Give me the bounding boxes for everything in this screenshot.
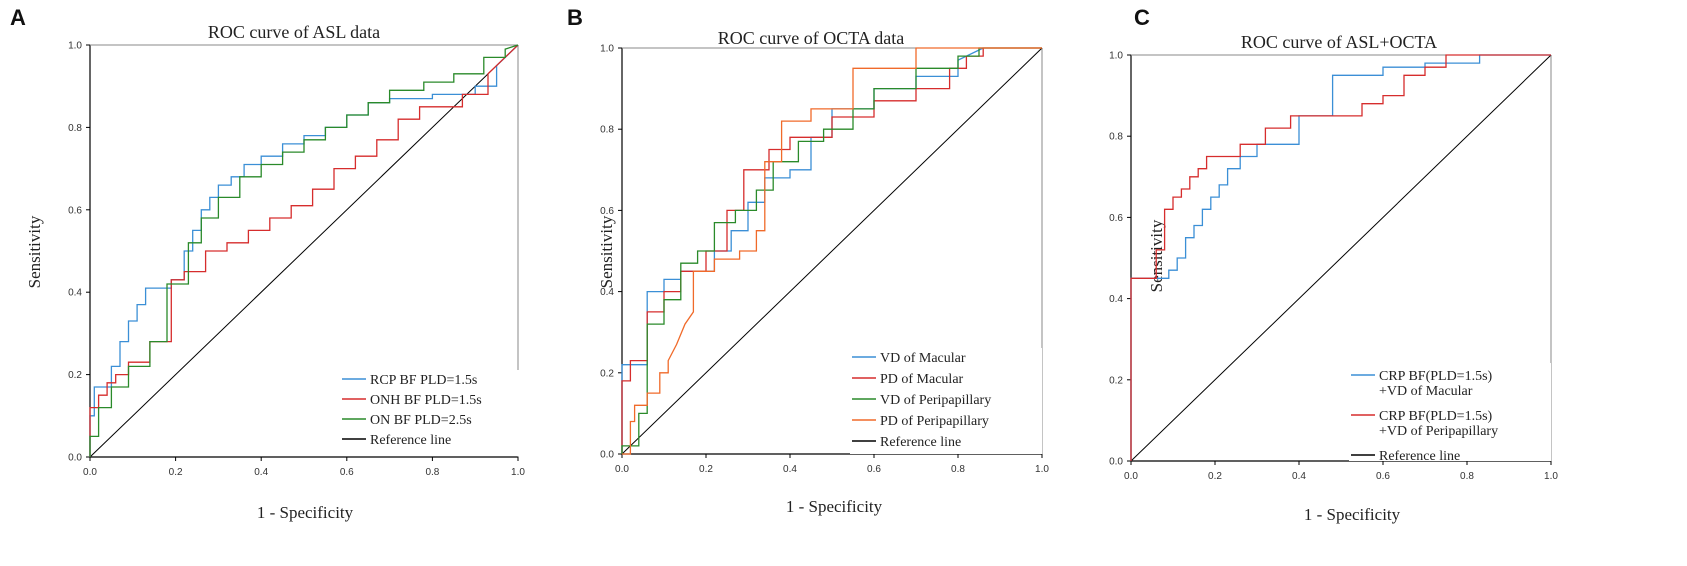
- series-line-c-reference-line: [1130, 54, 1552, 462]
- x-tick-label-c-4: 0.8: [1460, 471, 1474, 482]
- x-tick-label-a-2: 0.4: [254, 467, 268, 478]
- series-line-a-on-bf-pld-2-5s: [89, 44, 519, 457]
- x-tick-label-b-5: 1.0: [1035, 464, 1049, 475]
- legend-label-b-3: PD of Peripapillary: [880, 414, 989, 429]
- y-tick-label-b-3: 0.6: [600, 206, 614, 217]
- chart-title-a: ROC curve of ASL data: [208, 22, 380, 42]
- chart-title-c: ROC curve of ASL+OCTA: [1241, 32, 1437, 52]
- legend-a: [340, 370, 520, 456]
- y-tick-label-a-5: 1.0: [68, 41, 82, 52]
- y-tick-label-c-5: 1.0: [1109, 51, 1123, 62]
- panel-a: A ROC curve of ASL data 1 - Specificity …: [10, 5, 525, 522]
- x-tick-label-b-4: 0.8: [951, 464, 965, 475]
- x-tick-label-a-5: 1.0: [511, 467, 525, 478]
- legend-label-a-1: ONH BF PLD=1.5s: [370, 393, 482, 408]
- y-tick-label-b-5: 1.0: [600, 44, 614, 55]
- y-tick-label-c-0: 0.0: [1109, 457, 1123, 468]
- x-tick-label-c-1: 0.2: [1208, 471, 1222, 482]
- series-line-c-crp-bf-pld-1-5s-vd-of-peripapillary: [1130, 54, 1551, 461]
- legend-b: [850, 348, 1042, 454]
- x-tick-label-c-2: 0.4: [1292, 471, 1306, 482]
- y-tick-label-c-2: 0.4: [1109, 294, 1123, 305]
- panel-letter-a: A: [10, 5, 26, 30]
- series-line-c-crp-bf-pld-1-5s-vd-of-macular: [1130, 54, 1551, 461]
- x-tick-label-c-0: 0.0: [1124, 471, 1138, 482]
- panel-c: C ROC curve of ASL+OCTA 1 - Specificity …: [1109, 5, 1558, 524]
- legend-label-a-3: Reference line: [370, 433, 451, 448]
- legend-label-c-1: CRP BF(PLD=1.5s) +VD of Peripapillary: [1379, 409, 1498, 439]
- panel-letter-b: B: [567, 5, 583, 30]
- y-axis-label-a: Sensitivity: [25, 215, 44, 288]
- y-tick-label-a-1: 0.2: [68, 370, 82, 381]
- series-line-b-pd-of-peripapillary: [622, 47, 1042, 455]
- y-tick-label-b-0: 0.0: [600, 450, 614, 461]
- legend-label-b-2: VD of Peripapillary: [880, 393, 991, 408]
- x-tick-label-c-3: 0.6: [1376, 471, 1390, 482]
- x-tick-label-b-2: 0.4: [783, 464, 797, 475]
- legend-c: [1349, 363, 1551, 461]
- x-tick-label-c-5: 1.0: [1544, 471, 1558, 482]
- y-tick-label-b-2: 0.4: [600, 287, 614, 298]
- y-tick-label-a-0: 0.0: [68, 453, 82, 464]
- y-tick-label-a-2: 0.4: [68, 288, 82, 299]
- x-axis-label-c: 1 - Specificity: [1304, 505, 1401, 524]
- panel-letter-c: C: [1134, 5, 1150, 30]
- legend-label-a-0: RCP BF PLD=1.5s: [370, 373, 477, 388]
- x-axis-label-b: 1 - Specificity: [786, 497, 883, 516]
- series-line-b-vd-of-peripapillary: [621, 47, 1042, 454]
- series-line-a-onh-bf-pld-1-5s: [89, 44, 519, 457]
- x-axis-label-a: 1 - Specificity: [257, 503, 354, 522]
- y-tick-label-c-3: 0.6: [1109, 213, 1123, 224]
- x-tick-label-a-3: 0.6: [340, 467, 354, 478]
- legend-label-c-2: Reference line: [1379, 449, 1460, 464]
- x-tick-label-a-4: 0.8: [425, 467, 439, 478]
- y-axis-label-b: Sensitivity: [597, 215, 616, 288]
- y-tick-label-c-4: 0.8: [1109, 132, 1123, 143]
- legend-label-b-1: PD of Macular: [880, 372, 964, 387]
- y-tick-label-a-3: 0.6: [68, 205, 82, 216]
- legend-label-b-0: VD of Macular: [880, 351, 966, 366]
- chart-title-b: ROC curve of OCTA data: [718, 28, 905, 48]
- series-line-b-pd-of-macular: [621, 47, 1042, 454]
- x-tick-label-a-0: 0.0: [83, 467, 97, 478]
- y-tick-label-c-1: 0.2: [1109, 375, 1123, 386]
- y-tick-label-a-4: 0.8: [68, 123, 82, 134]
- x-tick-label-b-1: 0.2: [699, 464, 713, 475]
- panel-b: B ROC curve of OCTA data 1 - Specificity…: [567, 5, 1049, 516]
- legend-label-b-4: Reference line: [880, 435, 961, 450]
- legend-label-c-0: CRP BF(PLD=1.5s) +VD of Macular: [1379, 369, 1493, 399]
- y-tick-label-b-1: 0.2: [600, 368, 614, 379]
- series-line-a-reference-line: [89, 44, 519, 458]
- x-tick-label-b-3: 0.6: [867, 464, 881, 475]
- y-tick-label-b-4: 0.8: [600, 125, 614, 136]
- x-tick-label-a-1: 0.2: [169, 467, 183, 478]
- x-tick-label-b-0: 0.0: [615, 464, 629, 475]
- legend-label-a-2: ON BF PLD=2.5s: [370, 413, 472, 428]
- series-line-b-reference-line: [621, 47, 1043, 455]
